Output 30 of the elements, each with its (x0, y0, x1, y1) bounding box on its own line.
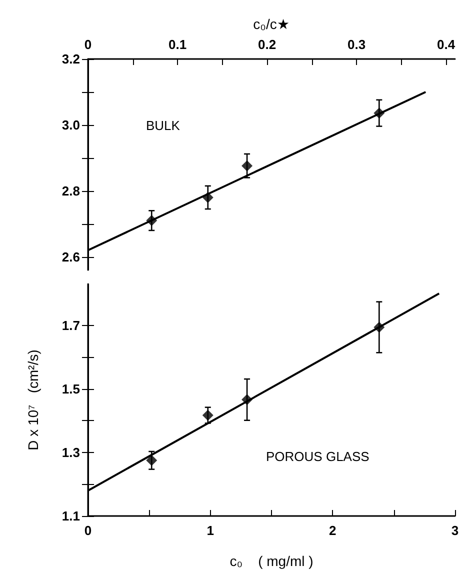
point (146, 215, 158, 226)
x-tick-label: 0 (84, 523, 92, 538)
annotation: POROUS GLASS (266, 449, 370, 464)
x-axis-title: c₀ ( mg/ml ) (230, 553, 314, 569)
x2-tick-label: 0.2 (258, 37, 276, 52)
y-tick-label: 1.5 (62, 381, 80, 396)
y-tick-label: 3.2 (62, 52, 80, 66)
x-tick-label: 3 (451, 523, 459, 538)
y-tick-label: 3.0 (62, 117, 80, 132)
x2-tick-label: 0 (84, 37, 92, 52)
point (374, 108, 385, 119)
annotation: BULK (146, 118, 180, 133)
x2-tick-label: 0.1 (168, 37, 187, 52)
point (242, 394, 253, 406)
y-tick-label: 2.8 (62, 183, 80, 198)
x-tick-label: 1 (206, 523, 214, 538)
x2-axis-title: c₀/c★ (253, 16, 290, 32)
x2-tick-label: 0.4 (437, 37, 456, 52)
y-tick-label: 2.6 (62, 249, 80, 264)
y-tick-label: 1.1 (62, 508, 80, 524)
y-tick-label: 1.7 (62, 318, 80, 333)
x-tick-label: 2 (329, 523, 336, 538)
y-tick-label: 1.3 (62, 444, 80, 460)
point (202, 192, 214, 203)
point (146, 454, 158, 466)
point (374, 322, 385, 333)
point (202, 410, 214, 421)
x2-tick-label: 0.3 (348, 37, 366, 52)
point (242, 160, 253, 172)
y-axis-title: D x 10⁷ (cm²/s) (25, 350, 41, 450)
